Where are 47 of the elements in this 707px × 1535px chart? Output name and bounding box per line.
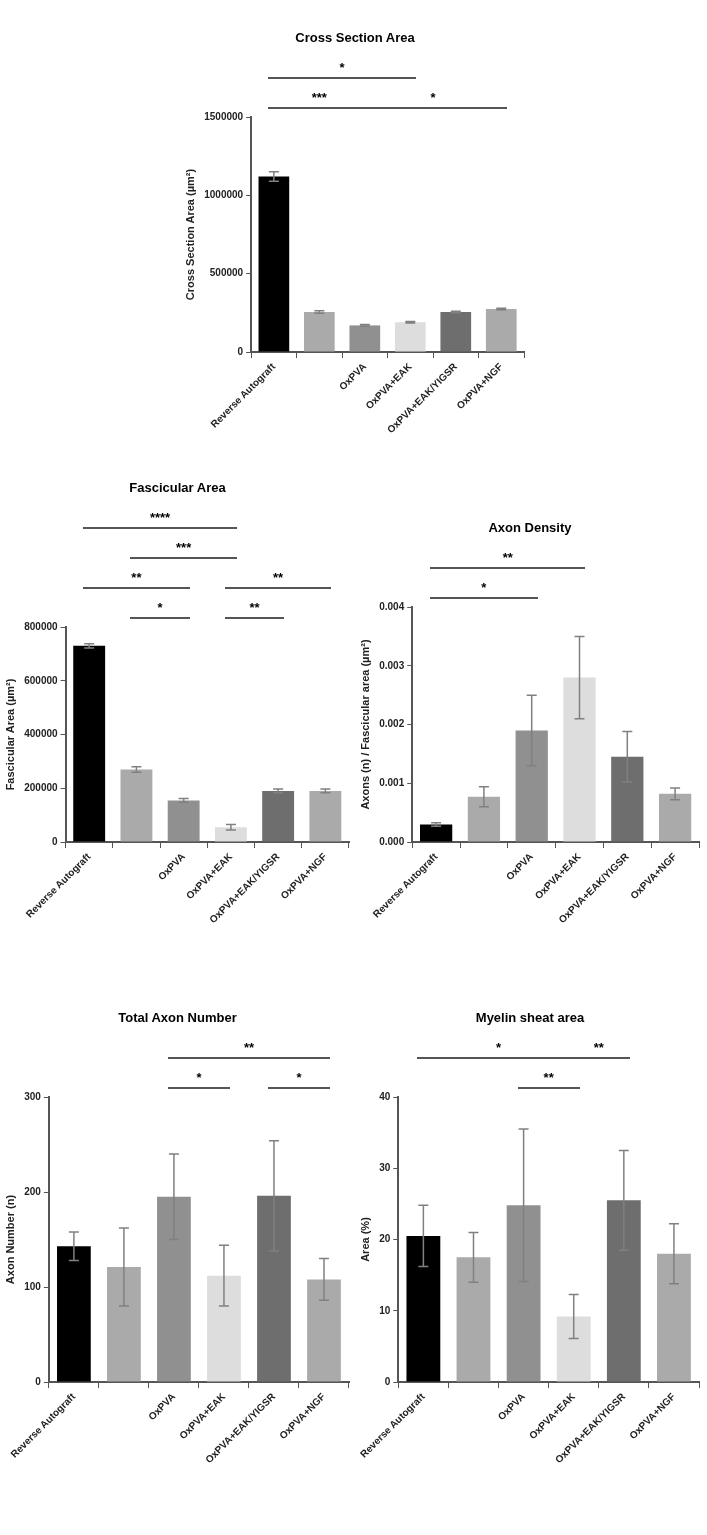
- significance-bracket: *: [167, 1071, 230, 1089]
- chart-title: Cross Section Area: [294, 30, 416, 45]
- y-tick-label: 0: [384, 1375, 391, 1387]
- significance-bracket: **: [224, 571, 332, 589]
- significance-bracket: *: [358, 91, 508, 109]
- y-tick-label: 0: [237, 345, 244, 357]
- y-tick-label: 400000: [24, 728, 58, 740]
- y-tick-label: 0.003: [379, 659, 405, 671]
- y-tick-label: 30: [379, 1162, 391, 1174]
- significance-bracket: *: [130, 601, 190, 619]
- significance-bracket: *: [267, 61, 417, 79]
- y-tick-label: 1000000: [204, 189, 244, 201]
- y-tick-label: 100: [24, 1280, 42, 1292]
- chart-title: Myelin sheat area: [474, 1010, 586, 1025]
- significance-bracket: **: [83, 571, 190, 589]
- y-axis-title: Fascicular Area (µm²): [3, 678, 16, 791]
- y-tick-label: 300: [24, 1090, 42, 1102]
- significance-bracket: ***: [130, 541, 237, 559]
- significance-bracket: **: [167, 1041, 330, 1059]
- significance-bracket: ****: [83, 511, 237, 529]
- chart-title: Axon Density: [487, 520, 573, 535]
- significance-bracket: **: [430, 551, 586, 569]
- y-tick-label: 0.004: [379, 600, 405, 612]
- y-tick-label: 600000: [24, 674, 58, 686]
- y-tick-label: 40: [379, 1090, 391, 1102]
- y-tick-label: 200000: [24, 782, 58, 794]
- y-axis-title: Axons (n) / Fascicular area (µm²): [358, 639, 371, 810]
- significance-bracket: **: [517, 1071, 580, 1089]
- significance-bracket: *: [267, 1071, 330, 1089]
- y-tick-label: 0.002: [379, 718, 405, 730]
- y-tick-label: 1500000: [204, 110, 244, 122]
- y-tick-label: 0: [52, 835, 59, 847]
- y-axis-title: Axon Number (n): [3, 1194, 16, 1285]
- y-tick-label: 500000: [209, 267, 244, 279]
- significance-bracket: *: [430, 581, 538, 599]
- y-tick-label: 10: [379, 1304, 391, 1316]
- y-tick-label: 0: [35, 1375, 42, 1387]
- y-tick-label: 200: [24, 1185, 42, 1197]
- y-axis-title: Cross Section Area (µm²): [183, 168, 196, 301]
- significance-bracket: **: [224, 601, 285, 619]
- chart-title: Fascicular Area: [128, 480, 227, 495]
- chart-title: Total Axon Number: [117, 1010, 238, 1025]
- y-tick-label: 800000: [24, 620, 58, 632]
- y-tick-label: 0.000: [379, 835, 405, 847]
- y-axis-title: Area (%): [358, 1216, 371, 1262]
- y-tick-label: 0.001: [379, 777, 405, 789]
- y-tick-label: 20: [379, 1233, 391, 1245]
